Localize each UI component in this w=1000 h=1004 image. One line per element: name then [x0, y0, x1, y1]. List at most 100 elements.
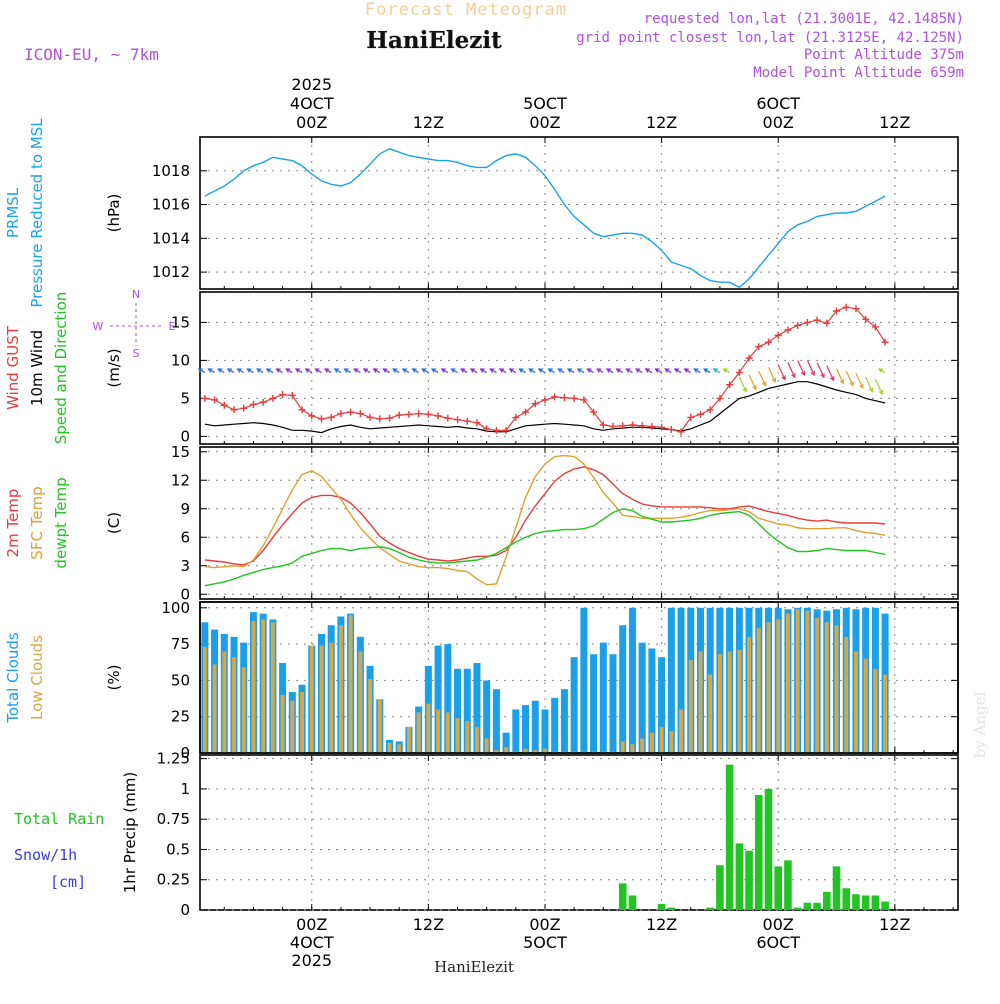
wind-direction-arrow: [738, 376, 747, 392]
station-name: HaniElezit: [366, 27, 502, 54]
top-time-label: 2025: [291, 75, 332, 94]
rain-bar: [754, 794, 763, 910]
wind-direction-arrowhead: [285, 368, 291, 373]
wind-direction-arrowhead: [430, 368, 437, 373]
rain-bar: [871, 895, 880, 910]
wind-gust-marker: [765, 338, 772, 346]
low-clouds-bar: [640, 738, 645, 753]
rain-bar: [842, 888, 851, 910]
wind-gust-marker: [463, 417, 471, 425]
low-clouds-bar: [688, 660, 693, 753]
wind-gust-marker: [502, 426, 510, 434]
wind-direction-arrowhead: [197, 368, 203, 373]
wind-gust-marker: [803, 318, 811, 326]
series-line-sfc-temp: [204, 454, 886, 586]
point-altitude: Point Altitude 375m: [804, 47, 964, 63]
wind-gust-marker: [658, 423, 666, 431]
y-tick-label: 0.75: [157, 810, 190, 828]
rain-bar: [706, 907, 714, 910]
total-clouds-bar: [677, 607, 685, 753]
wind-direction-arrowhead: [460, 368, 466, 373]
low-clouds-bar: [649, 732, 654, 753]
wind-direction-arrowhead: [226, 368, 232, 373]
y-axis-label: (%): [105, 665, 123, 691]
wind-direction-arrowhead: [469, 368, 475, 373]
rain-bar: [764, 788, 773, 910]
low-clouds-bar: [873, 668, 878, 753]
wind-gust-marker: [220, 401, 228, 409]
low-clouds-bar: [533, 750, 538, 753]
top-time-label: 12Z: [879, 113, 910, 132]
panel-frame: [199, 601, 959, 754]
y-tick-label: 6: [180, 528, 190, 546]
wind-gust-marker: [648, 423, 656, 431]
bottom-time-label: 4OCT: [290, 933, 334, 952]
series-label: dewpt Temp: [52, 477, 70, 568]
wind-gust-marker: [599, 421, 607, 429]
wind-direction-arrowhead: [382, 368, 388, 373]
y-tick-label: 0: [180, 427, 190, 445]
low-clouds-bar: [523, 748, 528, 753]
footer-station-name: HaniElezit: [434, 958, 514, 976]
y-tick-label: 1.25: [157, 750, 190, 768]
y-axis-label: (m/s): [105, 348, 123, 387]
y-tick-label: 1014: [152, 229, 190, 247]
wind-direction-arrowhead: [877, 368, 884, 373]
panel-wind: 0 5 10 15 (m/s) Wind GUST 10m Wind Speed and Di…: [4, 288, 959, 445]
wind-direction-arrowhead: [304, 368, 310, 373]
wind-direction-arrow: [874, 379, 883, 395]
wind-direction-arrowhead: [518, 368, 524, 373]
wind-direction-arrowhead: [207, 368, 213, 373]
low-clouds-bar: [484, 738, 489, 753]
panel-temperature: 0 3 6 9 12 15 (C) 2m Temp SFC Temp dewpt Temp: [4, 443, 959, 603]
series-label: SFC Temp: [28, 486, 46, 559]
wind-direction-arrowhead: [479, 368, 485, 373]
wind-direction-arrowhead: [781, 375, 786, 381]
rain-bar: [784, 860, 792, 910]
total-clouds-bar: [570, 657, 578, 753]
wind-direction-arrowhead: [324, 368, 330, 373]
total-clouds-bar: [560, 689, 568, 753]
wind-direction-arrowhead: [256, 368, 262, 373]
low-clouds-bar: [834, 625, 839, 753]
total-clouds-bar: [551, 697, 559, 753]
rain-bar: [667, 907, 676, 910]
compass-east: E: [169, 320, 176, 333]
wind-direction-arrowhead: [421, 368, 427, 373]
y-axis-label: 1hr Precip (mm): [121, 772, 139, 893]
panel-clouds: 0 25 50 75 100 (%) Total Clouds Low Clouds: [4, 599, 959, 762]
low-clouds-bar: [630, 744, 635, 753]
low-clouds-bar: [475, 726, 479, 753]
low-clouds-bar: [465, 721, 470, 753]
wind-direction-arrowhead: [644, 368, 650, 373]
wind-gust-marker: [755, 343, 763, 351]
bottom-time-label: 6OCT: [756, 933, 800, 952]
top-time-label: 12Z: [413, 113, 444, 132]
total-clouds-bar: [628, 607, 636, 753]
low-clouds-bar: [407, 726, 411, 753]
panel-frame: [199, 754, 959, 911]
low-clouds-bar: [436, 709, 441, 753]
wind-gust-marker: [240, 404, 248, 412]
wind-direction-arrowhead: [440, 368, 446, 373]
wind-direction-arrowhead: [508, 368, 514, 373]
wind-direction-arrowhead: [537, 368, 543, 373]
low-clouds-bar: [300, 692, 304, 753]
wind-gust-marker: [609, 423, 617, 431]
low-clouds-bar: [280, 694, 285, 753]
rain-bar: [793, 907, 802, 910]
wind-gust-marker: [570, 394, 578, 402]
wind-gust-marker: [706, 406, 714, 414]
rain-bar: [852, 894, 860, 910]
total-clouds-bar: [522, 705, 530, 753]
y-tick-label: 100: [161, 599, 190, 617]
bottom-time-label: 12Z: [646, 915, 677, 934]
low-clouds-bar: [309, 645, 314, 753]
y-tick-label: 10: [171, 351, 190, 369]
total-clouds-bar: [502, 732, 510, 753]
wind-gust-marker: [541, 396, 549, 404]
y-tick-label: 0.5: [166, 840, 190, 858]
low-clouds-bar: [455, 718, 460, 753]
bottom-time-label: 00Z: [296, 915, 327, 934]
